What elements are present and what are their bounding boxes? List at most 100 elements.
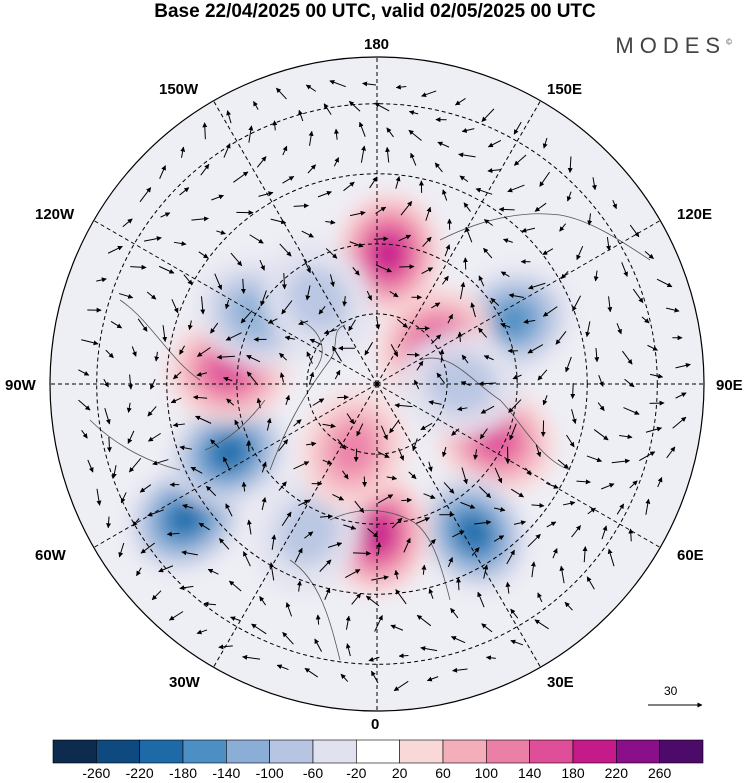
wind-arrow (494, 467, 503, 484)
map-title: Base 22/04/2025 00 UTC, valid 02/05/2025… (154, 1, 596, 22)
wind-arrow (179, 345, 185, 355)
wind-arrow (246, 440, 252, 452)
wind-arrow (607, 296, 613, 313)
anomaly-contour (168, 501, 203, 535)
wind-arrow (272, 120, 278, 131)
colorbar-swatch (572, 739, 617, 764)
wind-arrow (513, 121, 522, 135)
wind-arrow (259, 259, 265, 271)
wind-arrow (198, 522, 211, 531)
wind-arrow (173, 371, 182, 380)
wind-arrow (303, 258, 311, 274)
wind-arrow (391, 517, 403, 529)
wind-arrow (546, 482, 559, 489)
wind-arrow (198, 251, 209, 259)
wind-arrow (230, 616, 241, 622)
wind-arrow (365, 595, 380, 607)
wind-arrow (416, 517, 431, 524)
wind-arrow (360, 145, 367, 163)
lon-label-60e: 60E (677, 547, 704, 564)
graticule (50, 57, 704, 711)
wind-arrow (386, 475, 398, 481)
wind-arrow (471, 547, 480, 556)
wind-arrow (258, 191, 274, 197)
wind-arrow (410, 152, 417, 166)
wind-arrow (240, 310, 253, 324)
wind-arrow (619, 434, 633, 440)
wind-arrow (96, 277, 107, 283)
wind-arrow (539, 171, 550, 187)
colorbar-swatch (659, 739, 704, 764)
wind-arrow (587, 213, 593, 226)
wind-arrow (371, 575, 389, 581)
wind-arrow (271, 534, 277, 550)
wind-arrow (644, 251, 654, 260)
wind-arrow (104, 408, 111, 425)
wind-arrow (369, 176, 378, 189)
wind-arrow (210, 439, 220, 449)
wind-arrow (444, 244, 451, 257)
wind-arrow (641, 316, 650, 324)
wind-arrow (395, 589, 407, 605)
wind-arrow (537, 369, 548, 381)
wind-arrow (566, 434, 575, 448)
meridian-line (93, 383, 378, 548)
wind-arrow (393, 680, 409, 692)
wind-arrow (601, 483, 615, 490)
wind-arrow (249, 234, 264, 244)
wind-arrow (362, 476, 368, 488)
map-boundary (49, 56, 705, 712)
wind-arrow (555, 331, 567, 345)
wind-arrow (200, 163, 210, 176)
wind-arrow (323, 329, 337, 335)
wind-arrow (560, 271, 569, 279)
wind-arrow (470, 302, 476, 318)
wind-arrow (172, 422, 185, 428)
wind-arrow (225, 503, 233, 517)
wind-arrow (601, 525, 608, 540)
colorbar-tick-label: 100 (474, 765, 499, 781)
wind-arrow (426, 676, 439, 682)
wind-arrow (323, 103, 332, 115)
wind-arrow (675, 392, 687, 399)
wind-arrow (196, 629, 208, 635)
wind-arrow (421, 90, 437, 98)
wind-arrow (267, 318, 278, 324)
wind-arrow (377, 494, 394, 504)
wind-arrow (406, 352, 420, 358)
wind-arrow (332, 493, 345, 501)
wind-arrow (487, 139, 502, 148)
wind-arrow (279, 372, 285, 383)
wind-arrow (118, 293, 134, 299)
wind-arrow (128, 457, 142, 473)
wind-arrow (565, 356, 572, 373)
wind-arrow (585, 321, 591, 338)
wind-arrow (612, 200, 617, 210)
wind-arrow (542, 248, 554, 256)
colorbar-tick-label: -220 (125, 765, 154, 781)
wind-arrow (374, 236, 389, 242)
colorbar-tick-label: -260 (82, 765, 111, 781)
wind-arrow (348, 100, 361, 112)
wind-arrow (576, 246, 584, 261)
wind-arrow (356, 423, 364, 437)
wind-arrow (241, 481, 247, 492)
wind-arrow (423, 493, 436, 499)
brand-text: MODES (615, 33, 727, 58)
wind-arrow (375, 264, 392, 273)
anomaly-contour (492, 302, 533, 340)
wind-arrow (314, 638, 323, 652)
wind-arrow (196, 371, 207, 377)
colorbar-tick-label: -60 (302, 765, 324, 781)
wind-arrow (128, 374, 134, 390)
wind-arrow (587, 507, 596, 515)
wind-arrow (345, 615, 351, 630)
wind-arrow (434, 162, 443, 173)
wind-arrow (390, 344, 399, 357)
anomaly-contour (457, 515, 490, 551)
wind-arrow (81, 339, 99, 346)
wind-arrow (216, 354, 235, 360)
wind-arrow (304, 531, 314, 539)
wind-arrow (278, 481, 287, 491)
lon-label-180: 180 (364, 36, 390, 53)
